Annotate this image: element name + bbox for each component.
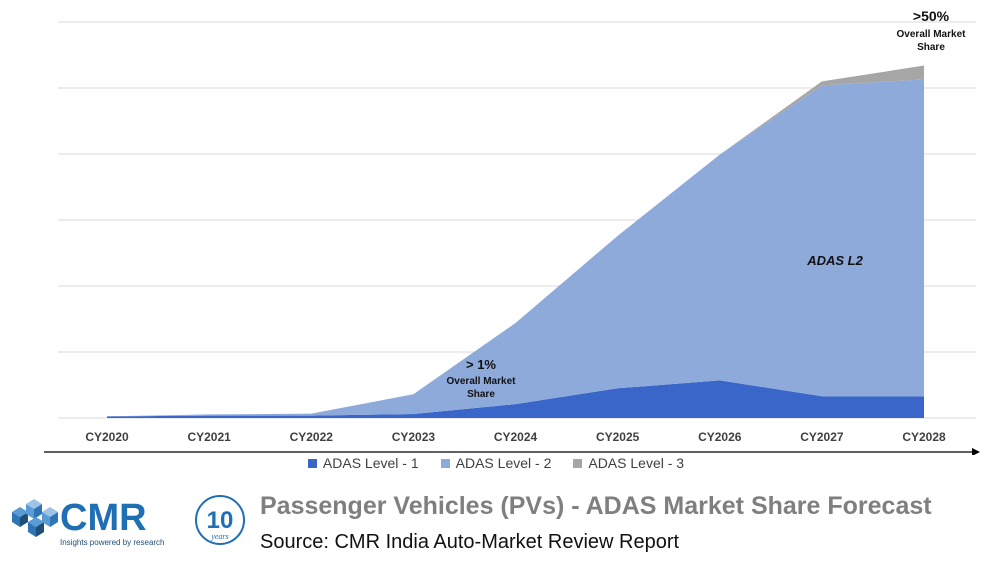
x-tick-label: CY2025 — [596, 430, 640, 444]
x-tick-label: CY2023 — [392, 430, 436, 444]
area-series-1 — [107, 380, 924, 418]
legend-item-level3: ADAS Level - 3 — [573, 455, 684, 471]
mid-annotation-line1: Overall Market — [447, 376, 517, 387]
legend-label: ADAS Level - 1 — [322, 455, 419, 471]
mid-annotation-line2: Share — [467, 389, 495, 400]
legend-item-level2: ADAS Level - 2 — [440, 455, 552, 471]
x-tick-label: CY2021 — [187, 430, 231, 444]
x-tick-labels: CY2020 CY2021 CY2022 CY2023 CY2024 CY2025 CY20… — [85, 430, 946, 444]
x-tick-label: CY2026 — [698, 430, 742, 444]
logo-tagline: Insights powered by research — [60, 538, 165, 547]
legend-swatch — [573, 458, 583, 468]
top-annotation-line1: Overall Market — [897, 29, 967, 40]
ten-years-badge: 10 years — [195, 495, 245, 545]
mid-annotation-value: > 1% — [466, 357, 496, 372]
area-series-2 — [107, 79, 924, 417]
x-tick-label: CY2024 — [494, 430, 538, 444]
badge-text: years — [210, 532, 228, 541]
legend: ADAS Level - 1 ADAS Level - 2 ADAS Level… — [0, 455, 992, 471]
legend-item-level1: ADAS Level - 1 — [307, 455, 419, 471]
legend-label: ADAS Level - 2 — [455, 455, 552, 471]
gridlines — [58, 21, 976, 419]
x-tick-label: CY2028 — [902, 430, 946, 444]
x-tick-label: CY2022 — [290, 430, 334, 444]
l2-area-label: ADAS L2 — [806, 253, 863, 268]
x-tick-label: CY2020 — [85, 430, 129, 444]
cube-cluster-icon — [12, 499, 58, 537]
areas — [107, 65, 924, 418]
badge-number: 10 — [207, 507, 234, 534]
footer-source: Source: CMR India Auto-Market Review Rep… — [260, 531, 680, 553]
legend-swatch — [307, 458, 317, 468]
legend-swatch — [440, 458, 450, 468]
x-tick-label: CY2027 — [800, 430, 844, 444]
area-chart: CY2020 CY2021 CY2022 CY2023 CY2024 CY2025 CY20… — [44, 8, 980, 455]
x-axis-arrowhead — [972, 448, 980, 455]
legend-label: ADAS Level - 3 — [588, 455, 685, 471]
top-annotation-value: >50% — [913, 8, 950, 24]
cmr-logo: CMR Insights powered by research 10 year… — [12, 495, 245, 547]
footer-title: Passenger Vehicles (PVs) - ADAS Market S… — [260, 492, 932, 520]
logo-brand: CMR — [60, 497, 147, 539]
top-annotation-line2: Share — [917, 42, 945, 53]
